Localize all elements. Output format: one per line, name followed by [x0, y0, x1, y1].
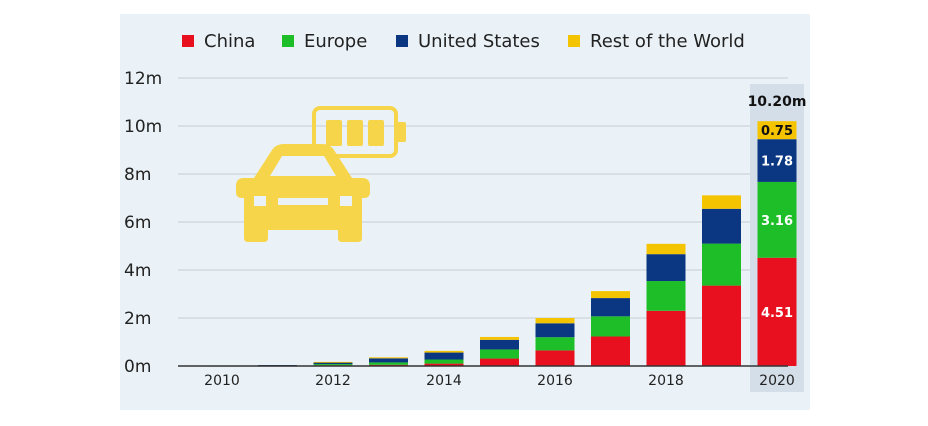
bar-2014-europe [424, 359, 464, 364]
axes: 2010 2012 2014 2016 2018 2020 [178, 365, 795, 389]
bar-2012-rest-of-the-world [313, 361, 353, 363]
legend-swatch-2 [396, 35, 408, 47]
bar-2018-europe [646, 281, 686, 311]
y-tick-label: 0m [124, 357, 151, 377]
bar-2017-china [591, 336, 630, 366]
bar-2012-europe [313, 364, 353, 366]
bar-2015-united-states [480, 339, 519, 350]
bar-2016-united-states [535, 323, 575, 338]
bar-2014-rest-of-the-world [424, 350, 464, 353]
bar-2013-rest-of-the-world [369, 357, 408, 359]
bar-2014-china [424, 363, 464, 366]
bar-2014-united-states [424, 352, 464, 360]
legend-label-0: China [204, 31, 255, 52]
x-tick-label: 2016 [537, 373, 573, 389]
y-tick-label: 2m [124, 309, 151, 329]
y-tick-label: 12m [124, 69, 162, 89]
legend-label-3: Rest of the World [590, 31, 745, 52]
bar-2018-rest-of-the-world [646, 243, 686, 255]
y-tick-label: 4m [124, 261, 151, 281]
bar-2016-china [535, 350, 575, 366]
x-tick-label: 2018 [648, 373, 684, 389]
bar-2012-united-states [313, 362, 353, 365]
bar-2020-united-states [757, 139, 797, 182]
legend-swatch-0 [182, 35, 194, 47]
data-label-2020-2: 1.78 [761, 155, 793, 170]
gridlines: 0m 2m 4m 6m 8m 10m 12m [124, 69, 788, 377]
bar-2015-europe [480, 349, 519, 359]
bar-2017-rest-of-the-world [591, 291, 630, 299]
y-tick-label: 10m [124, 117, 162, 137]
bar-2019-europe [702, 243, 741, 286]
bar-2016-europe [535, 337, 575, 351]
x-tick-label: 2014 [426, 373, 462, 389]
data-label-2020-1: 3.16 [761, 214, 793, 229]
bar-2017-europe [591, 316, 630, 337]
x-tick-label: 2020 [759, 373, 795, 389]
bar-2013-europe [369, 362, 408, 365]
bar-2013-united-states [369, 358, 408, 363]
bar-2019-china [702, 285, 741, 366]
bar-2017-united-states [591, 298, 630, 317]
y-tick-label: 8m [124, 165, 151, 185]
bar-2019-rest-of-the-world [702, 195, 741, 209]
electric-car-battery-icon [236, 106, 406, 242]
bar-2020-china [757, 257, 797, 366]
x-tick-label: 2010 [204, 373, 240, 389]
bar-2016-rest-of-the-world [535, 318, 575, 324]
bar-2018-united-states [646, 254, 686, 282]
legend-swatch-3 [568, 35, 580, 47]
legend-label-1: Europe [304, 31, 367, 52]
legend: China Europe United States Rest of the Worl… [182, 31, 745, 52]
legend-swatch-1 [282, 35, 294, 47]
x-tick-label: 2012 [315, 373, 351, 389]
bar-2020-europe [757, 181, 797, 258]
data-label-2020-0: 4.51 [761, 306, 793, 321]
data-labels: 4.51 3.16 1.78 0.75 10.20m [748, 94, 807, 321]
bar-2015-rest-of-the-world [480, 336, 519, 340]
bar-2018-china [646, 310, 686, 366]
bar-2015-china [480, 358, 519, 366]
bar-2020-rest-of-the-world [757, 121, 797, 140]
y-tick-label: 6m [124, 213, 151, 233]
total-label-2020: 10.20m [748, 94, 807, 110]
chart-panel: China Europe United States Rest of the Worl… [120, 14, 810, 410]
legend-label-2: United States [418, 31, 540, 52]
stacked-bar-chart: China Europe United States Rest of the Worl… [124, 31, 807, 392]
bar-2019-united-states [702, 208, 741, 244]
data-label-2020-3: 0.75 [761, 124, 793, 139]
